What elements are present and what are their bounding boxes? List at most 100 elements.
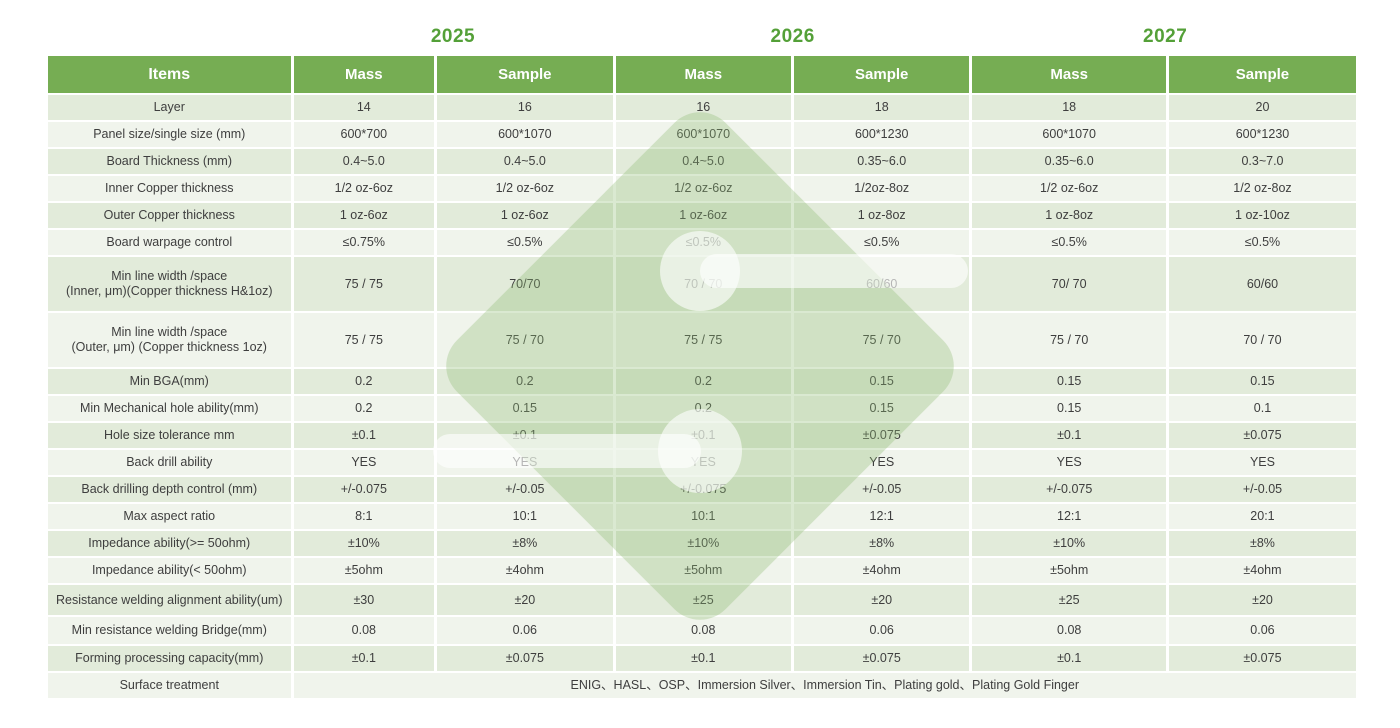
table-row: Forming processing capacity(mm) ±0.1 ±0.07… [48,646,1356,671]
table-row: Hole size tolerance mm ±0.1 ±0.1 ±0.1 ±0.075… [48,423,1356,448]
value-cell: YES [1168,450,1356,475]
value-cell: ±8% [1168,531,1356,556]
row-label: Board warpage control [48,230,291,255]
table-row: Min BGA(mm) 0.2 0.2 0.2 0.15 0.15 0.15 [48,369,1356,394]
value-cell: 0.15 [794,396,970,421]
table-row: Surface treatment ENIG、HASL、OSP、Immersion… [48,673,1356,698]
value-cell: 600*1230 [794,122,970,147]
value-cell: ±25 [972,585,1166,615]
value-cell: ±0.075 [794,423,970,448]
value-cell: 10:1 [615,504,791,529]
value-cell: 0.4~5.0 [437,149,613,174]
value-cell: 18 [794,95,970,120]
capability-table: Items Mass Sample Mass Sample Mass Sampl… [45,54,1359,700]
value-cell: ±25 [615,585,791,615]
value-cell: ±20 [1168,585,1356,615]
table-row: Board Thickness (mm) 0.4~5.0 0.4~5.0 0.4~5.… [48,149,1356,174]
value-cell: +/-0.075 [972,477,1166,502]
value-cell: 0.08 [972,617,1166,644]
value-cell: 10:1 [437,504,613,529]
value-cell: +/-0.05 [794,477,970,502]
value-cell: YES [615,450,791,475]
table-row: Impedance ability(< 50ohm) ±5ohm ±4ohm ±5oh… [48,558,1356,583]
table-row: Back drill ability YES YES YES YES YES YES [48,450,1356,475]
value-cell: 75 / 75 [293,257,435,311]
value-cell: 1/2 oz-6oz [437,176,613,201]
row-label: Forming processing capacity(mm) [48,646,291,671]
merged-value-cell: ENIG、HASL、OSP、Immersion Silver、Immersion… [293,673,1356,698]
value-cell: ±20 [437,585,613,615]
value-cell: 0.35~6.0 [972,149,1166,174]
value-cell: 0.15 [1168,369,1356,394]
table-row: Impedance ability(>= 50ohm) ±10% ±8% ±10% ±8… [48,531,1356,556]
value-cell: 0.2 [293,396,435,421]
value-cell: ±0.1 [437,423,613,448]
table-row: Layer 14 16 16 18 18 20 [48,95,1356,120]
row-label: Min line width /space (Inner, μm)(Copper … [48,257,291,311]
value-cell: 600*1070 [972,122,1166,147]
value-cell: ±4ohm [437,558,613,583]
row-label: Surface treatment [48,673,291,698]
value-cell: 12:1 [972,504,1166,529]
value-cell: ±0.075 [794,646,970,671]
value-cell: ±0.075 [1168,646,1356,671]
value-cell: ≤0.5% [437,230,613,255]
value-cell: ≤0.75% [293,230,435,255]
value-cell: 0.2 [615,369,791,394]
value-cell: 75 / 75 [293,313,435,367]
table-row: Inner Copper thickness 1/2 oz-6oz 1/2 oz-6… [48,176,1356,201]
value-cell: 0.4~5.0 [615,149,791,174]
value-cell: 0.35~6.0 [794,149,970,174]
value-cell: 70/70 [437,257,613,311]
table-row: Panel size/single size (mm) 600*700 600*10… [48,122,1356,147]
capability-roadmap-page: 2025 2026 2027 Items Mass Sample Mass Sa… [0,26,1400,728]
value-cell: 0.15 [972,396,1166,421]
value-cell: ≤0.5% [615,230,791,255]
value-cell: 0.2 [615,396,791,421]
value-cell: ±10% [293,531,435,556]
value-cell: 75 / 70 [437,313,613,367]
value-cell: 0.15 [794,369,970,394]
table-row: Max aspect ratio 8:1 10:1 10:1 12:1 12:1 20:1 [48,504,1356,529]
table-header-row: Items Mass Sample Mass Sample Mass Sampl… [48,56,1356,93]
value-cell: 70/ 70 [972,257,1166,311]
value-cell: +/-0.05 [1168,477,1356,502]
value-cell: 70 / 70 [615,257,791,311]
table-row: Resistance welding alignment ability(um)… [48,585,1356,615]
row-label: Resistance welding alignment ability(um) [48,585,291,615]
value-cell: ≤0.5% [794,230,970,255]
value-cell: 0.4~5.0 [293,149,435,174]
value-cell: 0.15 [972,369,1166,394]
table-row: Board warpage control ≤0.75% ≤0.5% ≤0.5% ≤0.… [48,230,1356,255]
value-cell: ±30 [293,585,435,615]
value-cell: 0.2 [437,369,613,394]
value-cell: 75 / 70 [794,313,970,367]
value-cell: 1 oz-6oz [615,203,791,228]
table-row: Back drilling depth control (mm) +/-0.075… [48,477,1356,502]
row-label: Hole size tolerance mm [48,423,291,448]
value-cell: 600*1230 [1168,122,1356,147]
value-cell: 600*700 [293,122,435,147]
value-cell: 0.1 [1168,396,1356,421]
value-cell: ≤0.5% [972,230,1166,255]
value-cell: 0.08 [293,617,435,644]
value-cell: 0.06 [1168,617,1356,644]
year-label-2025: 2025 [430,26,476,47]
value-cell: ±20 [794,585,970,615]
value-cell: 1/2oz-8oz [794,176,970,201]
value-cell: 0.15 [437,396,613,421]
year-header-row: 2025 2026 2027 [45,26,1359,48]
table-row: Min Mechanical hole ability(mm) 0.2 0.15 0.… [48,396,1356,421]
value-cell: ±0.1 [293,423,435,448]
value-cell: 1 oz-8oz [794,203,970,228]
value-cell: ±0.1 [615,646,791,671]
value-cell: YES [437,450,613,475]
value-cell: 600*1070 [615,122,791,147]
value-cell: 60/60 [794,257,970,311]
year-row-spacer [45,26,292,48]
row-label: Min BGA(mm) [48,369,291,394]
value-cell: ±8% [794,531,970,556]
mass-2027-header-cell: Mass [972,56,1166,93]
value-cell: ±0.1 [615,423,791,448]
value-cell: ±0.075 [1168,423,1356,448]
